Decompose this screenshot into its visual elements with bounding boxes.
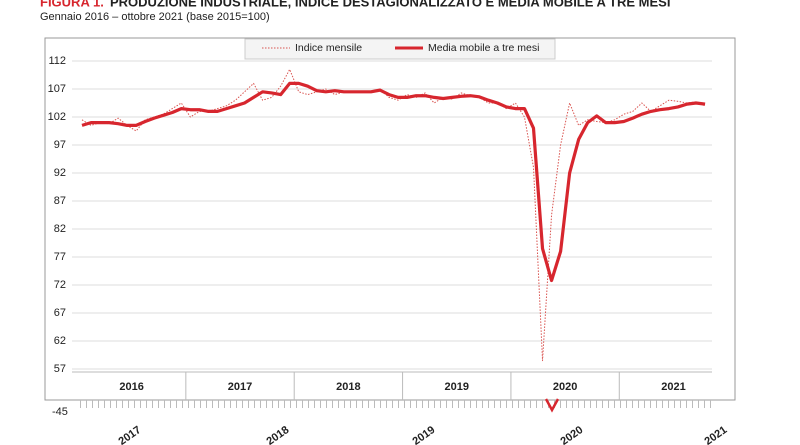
x-tick-label: 2016 [119, 381, 143, 393]
legend-label: Media mobile a tre mesi [428, 42, 539, 54]
y-tick-label: 112 [48, 55, 66, 67]
lower-axis-label: -45 [52, 406, 68, 418]
y-tick-label: 107 [48, 83, 66, 95]
y-tick-label: 92 [54, 167, 66, 179]
y-tick-label: 57 [54, 363, 66, 375]
y-tick-label: 67 [54, 307, 66, 319]
x-tick-label: 2019 [445, 381, 469, 393]
x-tick-label: 2021 [661, 381, 685, 393]
lower-year-label: 2019 [410, 424, 437, 445]
x-tick-label: 2020 [553, 381, 577, 393]
lower-year-label: 2017 [116, 424, 143, 445]
y-tick-label: 72 [54, 279, 66, 291]
plot-frame [44, 37, 736, 401]
y-tick-label: 77 [54, 251, 66, 263]
chart-subtitle: Gennaio 2016 – ottobre 2021 (base 2015=1… [40, 11, 270, 23]
chart-title: PRODUZIONE INDUSTRIALE, INDICE DESTAGION… [110, 0, 670, 9]
y-tick-label: 97 [54, 139, 66, 151]
y-tick-label: 62 [54, 335, 66, 347]
lower-marker [544, 398, 560, 413]
lower-year-label: 2020 [558, 424, 585, 445]
lower-year-label: 2021 [702, 424, 729, 445]
legend-label: Indice mensile [295, 42, 362, 54]
lower-year-label: 2018 [264, 424, 291, 445]
y-tick-label: 102 [48, 111, 66, 123]
line-series [81, 81, 706, 283]
x-tick-label: 2017 [228, 381, 252, 393]
figure-label: FIGURA 1. [40, 0, 104, 9]
x-tick-label: 2018 [336, 381, 360, 393]
y-tick-label: 87 [54, 195, 66, 207]
y-tick-label: 82 [54, 223, 66, 235]
